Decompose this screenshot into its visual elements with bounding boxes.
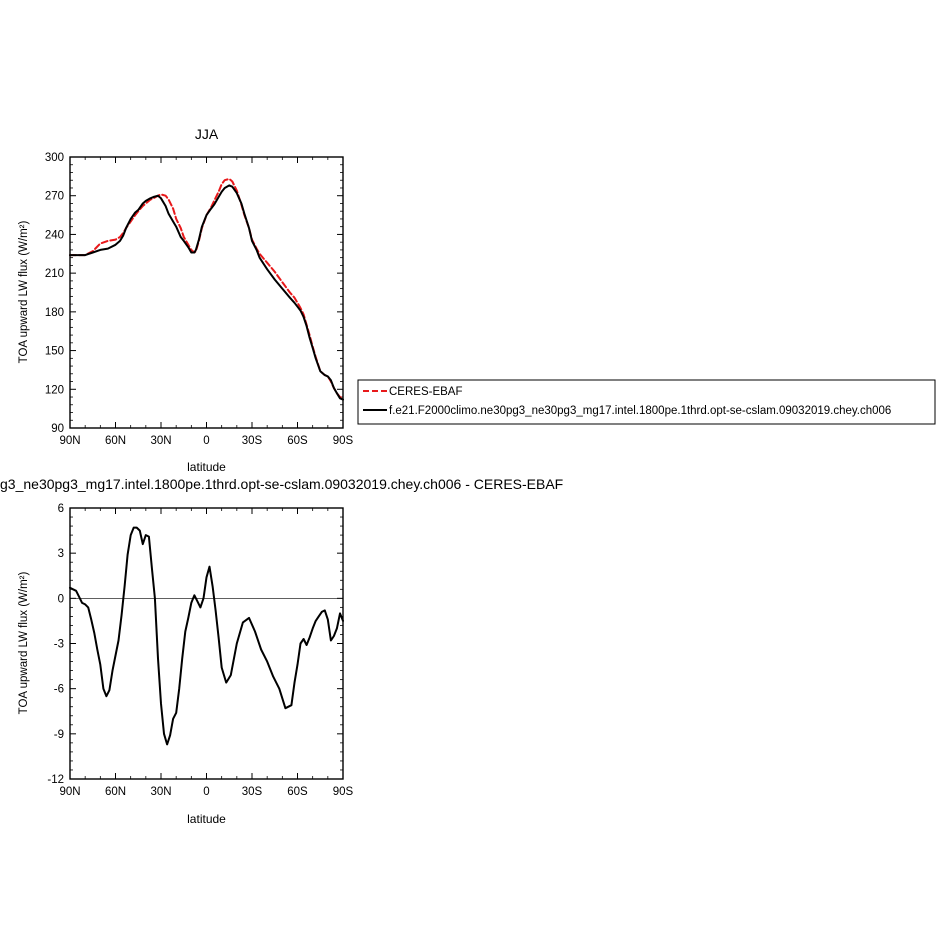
y-tick-label: 3 [58,548,64,560]
y-tick-label: 0 [58,593,64,605]
y-tick-label: 270 [45,191,64,203]
legend-label-model: f.e21.F2000climo.ne30pg3_ne30pg3_mg17.in… [389,405,891,417]
series-line-1 [69,177,344,400]
x-tick-label: 90S [333,435,354,447]
y-tick-label: 6 [58,503,64,515]
x-tick-label: 30S [242,786,263,798]
chart-2-xticks: 90N 60N 30N 0 30S 60S 90S [59,508,354,798]
legend-box [357,379,936,425]
chart-2-xlabel: latitude [187,812,226,826]
chart-1-xticks: 90N 60N 30N 0 30S 60S 90S [59,157,354,447]
chart-1-frame [69,156,344,429]
chart-1-title: JJA [195,126,219,142]
chart-panel-2: f.e21.F2000climo.ne30pg3_ne30pg3_mg17.in… [0,476,563,826]
y-tick-label: -6 [54,684,64,696]
y-tick-label: -12 [47,774,64,786]
x-tick-label: 90N [59,786,80,798]
chart-1-yticks: 90 120 150 180 210 240 270 300 [45,152,343,435]
chart-2-yticks: -12 -9 -6 -3 0 3 6 [47,503,343,786]
chart-2-frame [69,507,344,780]
y-tick-label: 150 [45,346,64,358]
y-tick-label: 210 [45,268,64,280]
y-tick-label: 180 [45,307,64,319]
y-tick-label: 240 [45,229,64,241]
x-tick-label: 90S [333,786,354,798]
x-tick-label: 60S [287,786,308,798]
x-tick-label: 0 [203,435,209,447]
chart-1-xlabel: latitude [187,460,226,474]
x-tick-label: 90N [59,435,80,447]
chart-1-ylabel: TOA upward LW flux (W/m²) [18,220,30,363]
x-tick-label: 0 [203,786,209,798]
x-tick-label: 30N [150,435,171,447]
x-tick-label: 60N [105,786,126,798]
x-tick-label: 30S [242,435,263,447]
series-line-1 [69,526,344,746]
y-tick-label: 300 [45,152,64,164]
series-line-2 [69,184,344,401]
x-tick-label: 30N [150,786,171,798]
chart-panel-1: JJA TOA upward LW flux (W/m²) latitude 9… [18,126,936,474]
chart-2-ylabel: TOA upward LW flux (W/m²) [18,571,30,714]
y-tick-label: -9 [54,729,64,741]
y-tick-label: 120 [45,384,64,396]
y-tick-label: 90 [51,423,64,435]
x-tick-label: 60N [105,435,126,447]
chart-2-title: f.e21.F2000climo.ne30pg3_ne30pg3_mg17.in… [0,476,563,492]
chart-1-legend: CERES-EBAF f.e21.F2000climo.ne30pg3_ne30… [357,379,936,425]
chart-2-plot-area [69,526,344,746]
legend-label-ceres: CERES-EBAF [389,386,463,398]
x-tick-label: 60S [287,435,308,447]
y-tick-label: -3 [54,639,64,651]
chart-1-plot-area [69,177,344,401]
